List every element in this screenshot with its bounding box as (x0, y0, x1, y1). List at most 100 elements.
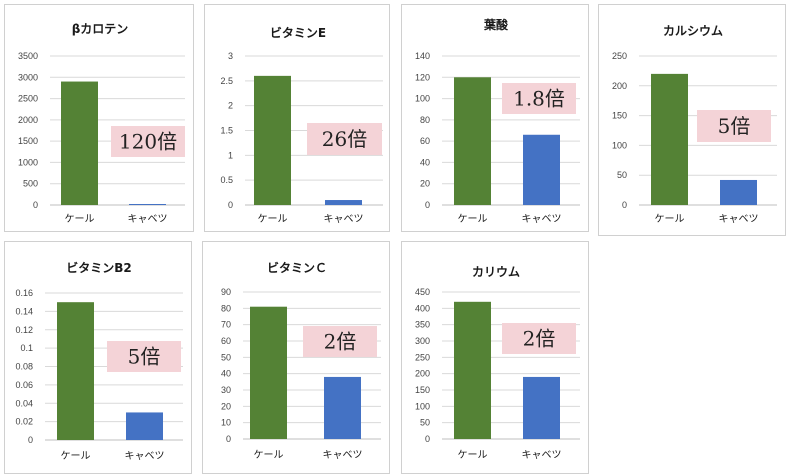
y-tick-label: 140 (415, 51, 430, 61)
y-tick-label: 450 (415, 287, 430, 297)
y-tick-label: 120 (415, 72, 430, 82)
y-tick-label: 0.16 (15, 288, 33, 298)
y-tick-label: 1 (228, 150, 233, 160)
annotation-label: 1.8倍 (513, 87, 565, 111)
y-tick-label: 0 (622, 200, 627, 210)
y-tick-label: 50 (221, 352, 231, 362)
y-tick-label: 3500 (18, 51, 38, 61)
bar-キャベツ (523, 134, 560, 205)
bar-キャベツ (720, 179, 757, 205)
annotation-label: 120倍 (119, 130, 177, 154)
chart-panel-vitamin-e: ビタミンE 0 0.5 1 1.5 2 2.5 3 ケール キャベツ 26倍 (204, 4, 390, 232)
bar-ケール (61, 81, 98, 205)
chart-panel-folic-acid: 葉酸 0 20 40 60 80 100 120 140 ケール キャベツ 1.8倍 (401, 4, 589, 232)
annotation-box (303, 326, 377, 357)
y-tick-label: 0.04 (15, 398, 33, 408)
x-tick-label: ケール (458, 449, 488, 461)
y-tick-label: 0.5 (220, 175, 233, 185)
x-tick-label: キャベツ (128, 213, 168, 225)
y-tick-label: 2 (228, 101, 233, 111)
chart-title: βカロテン (72, 22, 129, 36)
y-tick-label: 3000 (18, 72, 38, 82)
y-tick-label: 2000 (18, 115, 38, 125)
annotation-box (111, 126, 185, 157)
chart-svg: 葉酸 0 20 40 60 80 100 120 140 ケール キャベツ 1.8倍 (415, 17, 580, 225)
chart-panel-vitamin-c: ビタミンＣ 0 10 20 30 40 50 60 70 80 90 ケール キャベツ 2倍 (202, 241, 390, 474)
y-tick-label: 60 (221, 336, 231, 346)
y-tick-label: 70 (221, 320, 231, 330)
bar-キャベツ (129, 204, 166, 205)
annotation-label: 5倍 (718, 114, 751, 138)
y-tick-label: 200 (415, 369, 430, 379)
chart-panel-potassium: カリウム 0 50 100 150 200 250 300 350 400 450 ケール キャベツ 2倍 (401, 241, 589, 474)
chart-svg: βカロテン 0 500 1000 1500 2000 2500 3000 3500 ケール キャベツ… (18, 22, 185, 225)
y-tick-label: 0.08 (15, 362, 33, 372)
y-tick-label: 100 (415, 401, 430, 411)
chart-title: ビタミンB2 (66, 260, 132, 275)
annotation-box (307, 123, 382, 155)
chart-svg: ビタミンE 0 0.5 1 1.5 2 2.5 3 ケール キャベツ 26倍 (220, 25, 383, 225)
y-tick-label: 100 (612, 140, 627, 150)
y-tick-label: 40 (221, 369, 231, 379)
bar-ケール (651, 73, 688, 205)
annotation-label: 2倍 (523, 327, 556, 351)
annotation-box (107, 341, 181, 372)
annotation-box (697, 110, 771, 142)
x-tick-label: キャベツ (125, 450, 165, 462)
y-tick-label: 2.5 (220, 76, 233, 86)
x-tick-label: ケール (258, 213, 288, 225)
y-tick-label: 1.5 (220, 126, 233, 136)
bar-ケール (57, 302, 94, 440)
y-tick-label: 0.02 (15, 417, 33, 427)
x-tick-label: ケール (61, 450, 91, 462)
y-tick-label: 50 (617, 170, 627, 180)
chart-title: ビタミンＣ (267, 260, 327, 275)
y-tick-label: 20 (420, 179, 430, 189)
y-tick-label: 1500 (18, 136, 38, 146)
bar-ケール (454, 77, 491, 205)
annotation-label: 2倍 (324, 330, 357, 354)
y-tick-label: 0 (425, 200, 430, 210)
y-tick-label: 500 (23, 179, 38, 189)
x-tick-label: ケール (254, 449, 284, 461)
y-tick-label: 0 (28, 435, 33, 445)
y-tick-label: 0 (33, 200, 38, 210)
x-tick-label: ケール (458, 213, 488, 225)
y-tick-label: 0 (226, 434, 231, 444)
y-tick-label: 0.06 (15, 380, 33, 390)
y-tick-label: 0 (228, 200, 233, 210)
annotation-box (502, 323, 576, 354)
chart-panel-vitamin-b2: ビタミンB2 0 0.02 0.04 0.06 0.08 0.1 0.12 0.14 0.16 ケー… (4, 241, 192, 474)
x-tick-label: キャベツ (522, 213, 562, 225)
y-tick-label: 80 (221, 303, 231, 313)
x-tick-label: キャベツ (323, 449, 363, 461)
chart-panel-calcium: カルシウム 0 50 100 150 200 250 ケール キャベツ 5倍 (598, 4, 786, 236)
y-tick-label: 3 (228, 51, 233, 61)
chart-title: ビタミンE (270, 25, 326, 40)
y-tick-label: 80 (420, 115, 430, 125)
y-tick-label: 150 (612, 111, 627, 121)
y-tick-label: 0 (425, 434, 430, 444)
y-tick-label: 250 (415, 352, 430, 362)
chart-svg: ビタミンB2 0 0.02 0.04 0.06 0.08 0.1 0.12 0.14 0.16 ケー… (15, 260, 183, 462)
bar-ケール (250, 306, 287, 439)
chart-title: カリウム (472, 265, 520, 279)
chart-panel-beta-carotene: βカロテン 0 500 1000 1500 2000 2500 3000 3500 ケール キャベツ… (4, 4, 194, 232)
chart-title: 葉酸 (483, 17, 509, 32)
bar-ケール (454, 301, 491, 439)
y-tick-label: 2500 (18, 94, 38, 104)
bar-ケール (254, 75, 291, 205)
y-tick-label: 10 (221, 418, 231, 428)
y-tick-label: 30 (221, 385, 231, 395)
y-tick-label: 40 (420, 157, 430, 167)
y-tick-label: 250 (612, 51, 627, 61)
y-tick-label: 0.14 (15, 306, 33, 316)
bar-キャベツ (324, 376, 361, 439)
bar-キャベツ (126, 412, 163, 440)
y-tick-label: 100 (415, 94, 430, 104)
chart-title: カルシウム (663, 24, 723, 38)
y-tick-label: 300 (415, 336, 430, 346)
y-tick-label: 20 (221, 401, 231, 411)
x-tick-label: ケール (65, 213, 95, 225)
chart-svg: ビタミンＣ 0 10 20 30 40 50 60 70 80 90 ケール キャベツ 2倍 (221, 260, 381, 461)
